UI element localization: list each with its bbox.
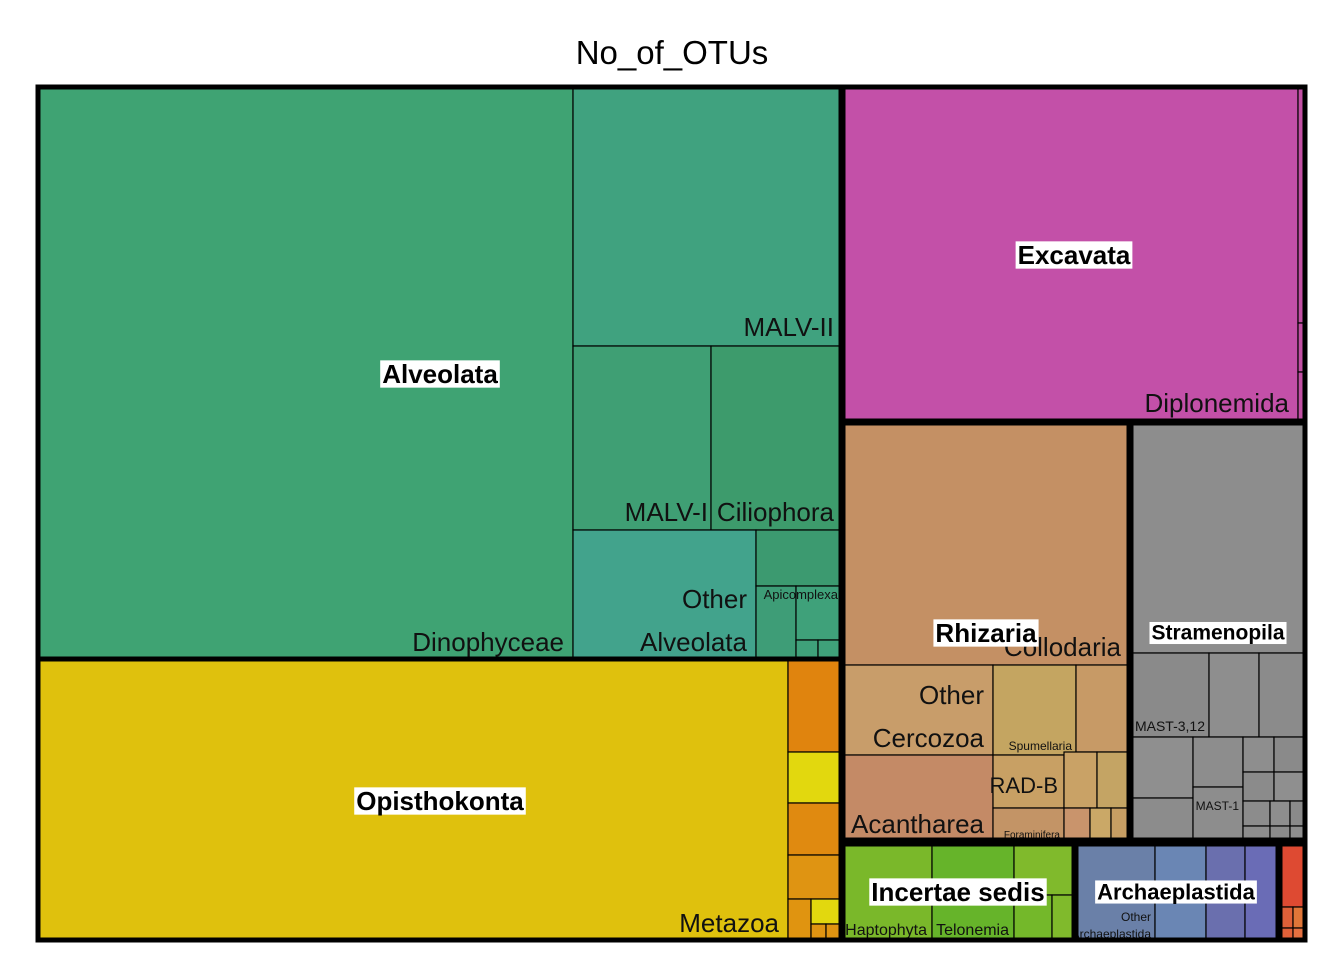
cell-ciliophora [710,345,842,531]
group-label-archaeplastida-bg [1095,880,1257,904]
label-other-alveolata-2: Alveolata [640,627,747,657]
label-rad-b: RAD-B [990,773,1058,798]
label-malv-ii: MALV-II [743,312,834,342]
label-ciliophora: Ciliophora [717,497,835,527]
label-other-alveolata-1: Other [682,584,747,614]
group-label-incertae-sedis-text: Incertae sedis [871,877,1044,907]
group-label-rhizaria-text: Rhizaria [935,618,1037,648]
label-other-cercozoa-1: Other [919,680,984,710]
cell-acantharea [842,754,994,841]
label-diplonemida: Diplonemida [1144,388,1289,418]
group-label-archaeplastida: Archaeplastida [1095,880,1257,905]
cell-rhizaria-minor-2 [1063,751,1098,809]
cell-apicomplexa [755,529,842,587]
group-label-alveolata: Alveolata [380,359,500,389]
group-label-archaeplastida-text: Archaeplastida [1097,880,1255,905]
cell-opisthokonta-minor-4 [787,854,842,900]
label-spumellaria: Spumellaria [1009,739,1073,753]
group-label-alveolata-bg [380,360,500,388]
cell-rhizaria-minor-4 [1063,807,1091,841]
cell-opisthokonta-minor-2 [787,751,842,804]
cell-stramenopila-minor-8 [1242,771,1275,802]
label-mast-3-12: MAST-3,12 [1135,718,1205,734]
cell-foraminifera [992,807,1065,841]
group-label-excavata-bg [1015,241,1133,269]
cell-stramenopila-main [1130,422,1306,654]
label-haptophyta: Haptophyta [845,922,927,939]
cell-rhizaria-minor-5 [1089,807,1112,841]
cell-malv-i [572,345,712,531]
cell-rad-b [992,754,1065,809]
cell-rhizaria-minor-3 [1096,751,1130,809]
cell-stramenopila-minor-6 [1242,736,1275,773]
group-label-opisthokonta-bg [354,787,526,815]
label-telonemia: Telonemia [936,922,1009,939]
label-acantharea: Acantharea [851,809,985,839]
cell-alveolata-minor-4 [817,639,842,660]
cell-stramenopila-minor-3 [1130,736,1194,799]
cell-spumellaria [992,664,1077,756]
cell-stramenopila-minor-5 [1192,736,1244,788]
cell-mast-3-12 [1130,652,1210,738]
group-label-stramenopila-text: Stramenopila [1151,622,1284,645]
group-label-opisthokonta: Opisthokonta [354,786,526,816]
group-label-stramenopila-bg [1149,621,1287,645]
label-metazoa: Metazoa [679,908,779,938]
group-label-opisthokonta-text: Opisthokonta [356,786,524,816]
cell-malv-ii [572,86,842,347]
cell-stramenopila-minor-10 [1242,800,1271,827]
label-dinophyceae: Dinophyceae [412,627,564,657]
label-apicomplexa: Apicomplexa [764,587,839,602]
cell-mast-1 [1192,786,1244,841]
cell-stramenopila-minor-7 [1273,736,1306,773]
group-label-stramenopila: Stramenopila [1149,621,1287,645]
border-outer [35,84,1308,943]
cell-opisthokonta-minor-6 [810,898,842,925]
cell-other-alveolata [572,529,757,660]
cell-alveolata-minor-3 [795,639,819,660]
cell-stramenopila-minor-2 [1258,652,1306,738]
group-label-alveolata-text: Alveolata [382,359,498,389]
cell-stramenopila-minor-4 [1130,797,1194,841]
cell-rhizaria-minor-1 [1075,664,1130,753]
label-malv-i: MALV-I [625,497,708,527]
cell-alveolata-minor-2 [795,585,842,641]
cell-stramenopila-minor-1 [1208,652,1260,738]
cell-opisthokonta-minor-3 [787,802,842,856]
cell-opisthokonta-minor-5 [787,898,812,941]
cell-opisthokonta-minor-1 [787,658,842,753]
group-label-incertae-sedis-bg [869,878,1047,906]
group-label-rhizaria-bg [933,619,1039,647]
group-label-incertae-sedis: Incertae sedis [869,877,1047,907]
label-other-cercozoa-2: Cercozoa [873,723,985,753]
cell-other-cercozoa [842,664,994,756]
cell-stramenopila-minor-11 [1269,800,1291,827]
group-label-rhizaria: Rhizaria [933,618,1039,648]
cell-rhizaria-minor-6 [1110,807,1130,841]
label-other-archaeplastida-1: Other [1121,910,1151,924]
chart-title: No_of_OTUs [576,34,769,71]
group-label-excavata-text: Excavata [1018,240,1131,270]
label-foraminifera: Foraminifera [1004,830,1061,841]
cell-other-group-1 [1279,843,1306,908]
cell-stramenopila-minor-9 [1273,771,1306,802]
label-mast-1: MAST-1 [1196,799,1240,813]
group-label-excavata: Excavata [1015,240,1133,270]
